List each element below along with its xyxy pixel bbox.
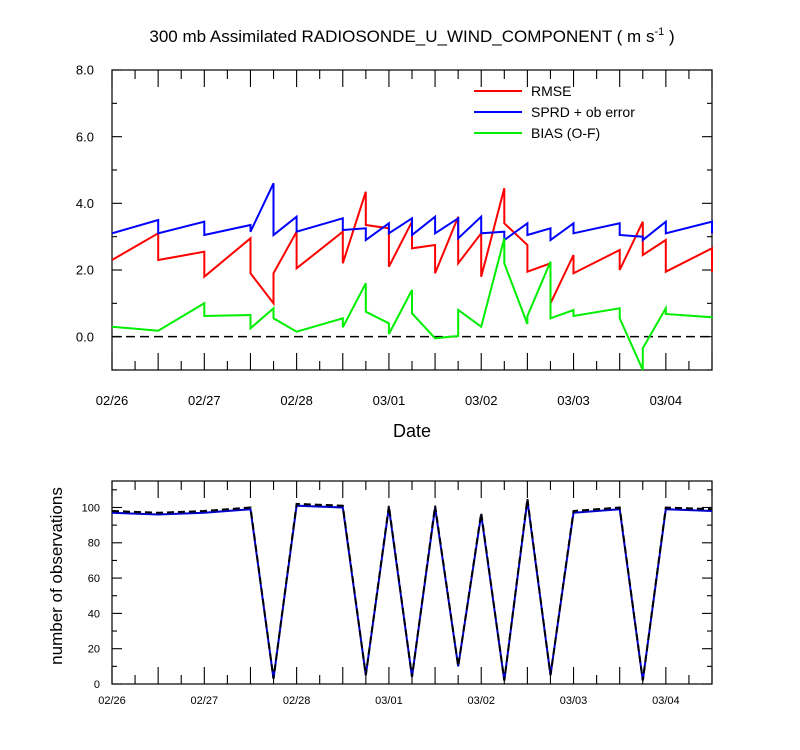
y-tick-label: 2.0: [76, 263, 94, 278]
x-tick-label: 03/02: [467, 695, 495, 707]
x-tick-label: 03/04: [650, 393, 683, 408]
y-tick-label: 0.0: [76, 329, 94, 344]
x-tick-label: 03/01: [375, 695, 403, 707]
series-line-sprd-ob-error: [111, 182, 713, 243]
x-tick-label: 02/26: [98, 695, 126, 707]
x-tick-label: 03/03: [560, 695, 588, 707]
legend-label: BIAS (O-F): [531, 125, 600, 141]
chart-title: 300 mb Assimilated RADIOSONDE_U_WIND_COM…: [149, 26, 674, 46]
x-tick-label: 03/04: [652, 695, 680, 707]
y-tick-label: 40: [88, 608, 100, 620]
y-tick-label: 60: [88, 573, 100, 585]
x-tick-label: 02/28: [280, 393, 313, 408]
x-tick-label: 02/27: [191, 695, 219, 707]
y-tick-label: 6.0: [76, 129, 94, 144]
legend-label: SPRD + ob error: [531, 104, 635, 120]
top-panel: 02/26 02/27 02/28 03/01 03/02 03/03 03/04 0.0 2.…: [76, 63, 713, 408]
bottom-panel: 02/26 02/27 02/28 03/01 03/02 03/03 03/04 0 20 40…: [82, 480, 713, 707]
x-tick-label: 03/02: [465, 393, 498, 408]
series-line-bias-o-f: [111, 238, 713, 371]
x-tick-label: 02/27: [188, 393, 221, 408]
y-tick-label: 100: [82, 502, 100, 514]
x-tick-label: 02/28: [283, 695, 311, 707]
y-tick-label: 80: [88, 538, 100, 550]
series-line-rmse: [111, 188, 713, 307]
x-tick-label: 02/26: [96, 393, 129, 408]
y-tick-label: 20: [88, 644, 100, 656]
y-tick-label: 0: [94, 679, 100, 691]
x-tick-label: 03/01: [373, 393, 406, 408]
legend-label: RMSE: [531, 83, 571, 99]
y-tick-label: 4.0: [76, 196, 94, 211]
series-line-observations-dashed: [111, 498, 713, 681]
y-axis-label-bottom: number of observations: [47, 487, 66, 665]
x-tick-label: 03/03: [557, 393, 590, 408]
x-axis-label: Date: [393, 421, 431, 441]
y-tick-label: 8.0: [76, 63, 94, 78]
